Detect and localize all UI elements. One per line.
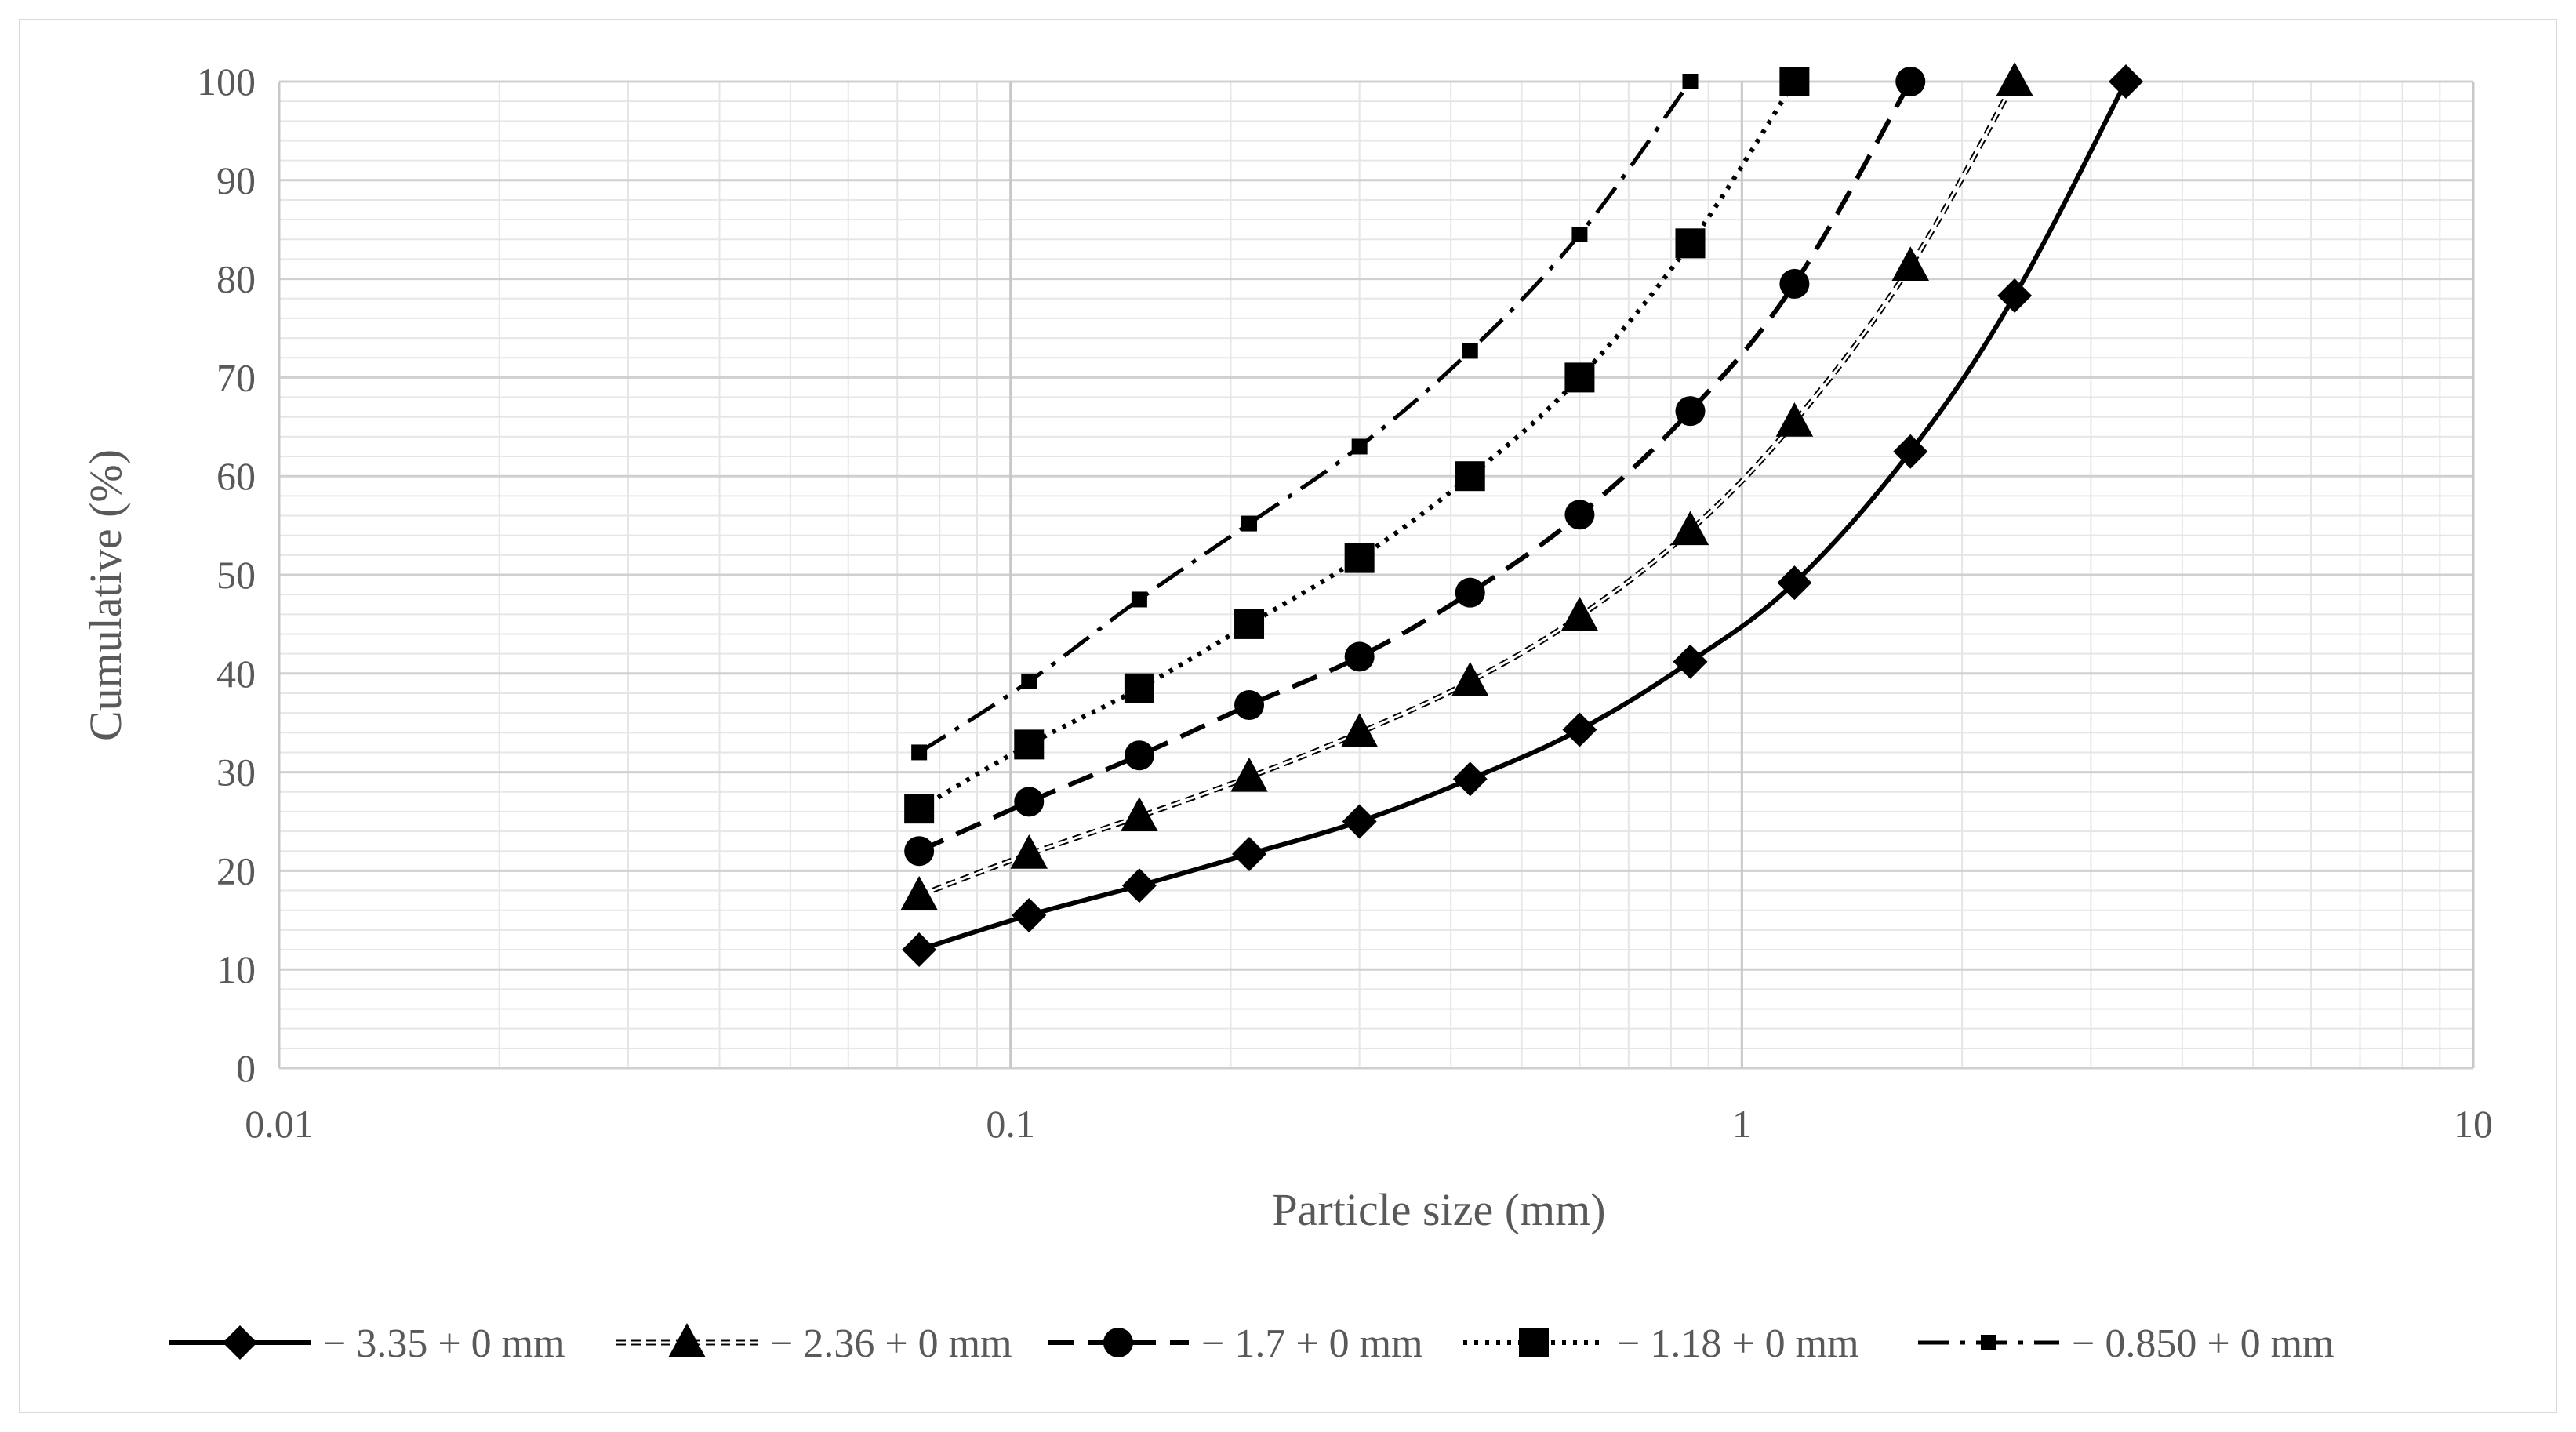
series-line xyxy=(917,80,1797,811)
legend-entry-3: − 1.7 + 0 mm xyxy=(1048,1321,1423,1366)
data-point xyxy=(1344,543,1375,573)
data-point xyxy=(1571,226,1588,242)
series-2 xyxy=(900,62,2033,910)
legend-label: − 2.36 + 0 mm xyxy=(770,1321,1012,1366)
data-point xyxy=(1893,434,1928,469)
chart-svg: 0.01 0.1 1 10 0 10 20 30 40 50 60 70 80 90 100 Partic… xyxy=(80,60,2493,1366)
data-point xyxy=(1121,868,1157,903)
data-point xyxy=(904,794,935,824)
x-tick-label: 0.1 xyxy=(986,1102,1035,1146)
y-tick-label: 20 xyxy=(216,849,256,892)
data-point xyxy=(2109,64,2144,99)
data-point xyxy=(1675,396,1706,427)
data-point xyxy=(1455,461,1485,492)
data-point xyxy=(1340,713,1379,748)
legend-marker xyxy=(1981,1335,1996,1350)
legend-marker xyxy=(668,1323,706,1357)
data-point xyxy=(1014,787,1045,817)
data-point xyxy=(1451,661,1489,696)
data-point xyxy=(1997,278,2033,313)
data-point xyxy=(911,744,928,761)
legend-label: − 1.18 + 0 mm xyxy=(1617,1321,1859,1366)
data-point xyxy=(1455,577,1485,608)
data-point xyxy=(1234,609,1265,639)
series-4 xyxy=(904,67,1810,824)
data-point xyxy=(1124,673,1154,703)
data-point xyxy=(1564,362,1595,393)
data-point xyxy=(1779,67,1810,96)
data-point xyxy=(1124,740,1154,771)
y-tick-label: 10 xyxy=(216,947,256,991)
data-point xyxy=(1562,712,1597,747)
x-tick-label: 0.01 xyxy=(245,1102,314,1146)
data-point xyxy=(1462,343,1478,359)
legend-marker xyxy=(1519,1328,1549,1357)
data-point xyxy=(1452,761,1488,797)
y-axis-title: Cumulative (%) xyxy=(80,449,131,741)
x-axis-title: Particle size (mm) xyxy=(1272,1184,1605,1235)
y-tick-label: 30 xyxy=(216,751,256,794)
legend-entry-5: − 0.850 + 0 mm xyxy=(1918,1321,2334,1366)
y-tick-label: 50 xyxy=(216,553,256,597)
data-point xyxy=(1010,834,1048,869)
data-point xyxy=(1131,591,1147,608)
y-tick-label: 100 xyxy=(197,60,256,104)
data-point xyxy=(1779,268,1810,299)
data-point xyxy=(1344,641,1375,672)
legend-marker xyxy=(1103,1328,1133,1357)
legend-marker xyxy=(223,1325,257,1360)
data-point xyxy=(1673,644,1708,679)
data-point xyxy=(1560,596,1599,631)
x-axis-ticks: 0.01 0.1 1 10 xyxy=(245,1102,2493,1146)
data-point xyxy=(1891,246,1930,281)
series-3 xyxy=(904,67,1926,867)
data-point xyxy=(1121,797,1158,831)
y-tick-label: 80 xyxy=(216,257,256,301)
x-tick-label: 1 xyxy=(1732,1102,1752,1146)
data-point xyxy=(904,836,935,867)
legend-label: − 0.850 + 0 mm xyxy=(2072,1321,2334,1366)
data-point xyxy=(1564,500,1595,530)
chart-frame: 0.01 0.1 1 10 0 10 20 30 40 50 60 70 80 90 100 Partic… xyxy=(19,19,2557,1413)
data-point xyxy=(1230,757,1268,792)
data-point xyxy=(1777,565,1812,601)
data-point xyxy=(1351,438,1368,455)
data-point xyxy=(1895,67,1926,96)
y-tick-label: 40 xyxy=(216,652,256,696)
legend: − 3.35 + 0 mm − 2.36 + 0 mm − 1.7 + 0 mm − … xyxy=(169,1321,2334,1366)
y-axis-ticks: 0 10 20 30 40 50 60 70 80 90 100 xyxy=(197,60,256,1090)
x-tick-label: 10 xyxy=(2454,1102,2493,1146)
legend-label: − 3.35 + 0 mm xyxy=(323,1321,565,1366)
data-point xyxy=(1012,898,1047,933)
data-point xyxy=(1232,837,1267,872)
series-layer xyxy=(900,62,2144,968)
series-1 xyxy=(902,64,2144,968)
legend-label: − 1.7 + 0 mm xyxy=(1201,1321,1423,1366)
legend-entry-2: − 2.36 + 0 mm xyxy=(616,1321,1012,1366)
major-grid xyxy=(278,80,2475,1070)
data-point xyxy=(900,875,938,910)
legend-entry-1: − 3.35 + 0 mm xyxy=(169,1321,565,1366)
data-point xyxy=(1021,673,1037,689)
data-point xyxy=(1342,804,1377,839)
legend-entry-4: − 1.18 + 0 mm xyxy=(1463,1321,1859,1366)
data-point xyxy=(1682,74,1699,89)
data-point xyxy=(1234,690,1265,721)
series-5 xyxy=(911,74,1699,761)
data-point xyxy=(1675,228,1706,259)
y-tick-label: 60 xyxy=(216,454,256,498)
y-tick-label: 90 xyxy=(216,158,256,202)
data-point xyxy=(1014,729,1045,760)
data-point xyxy=(1241,515,1258,532)
y-tick-label: 70 xyxy=(216,355,256,399)
y-tick-label: 0 xyxy=(236,1046,256,1090)
data-point xyxy=(1671,511,1709,546)
data-point xyxy=(1996,62,2033,96)
data-point xyxy=(902,932,937,968)
series-line-inner xyxy=(918,81,2016,897)
data-point xyxy=(1775,402,1814,437)
series-line xyxy=(917,80,1913,853)
